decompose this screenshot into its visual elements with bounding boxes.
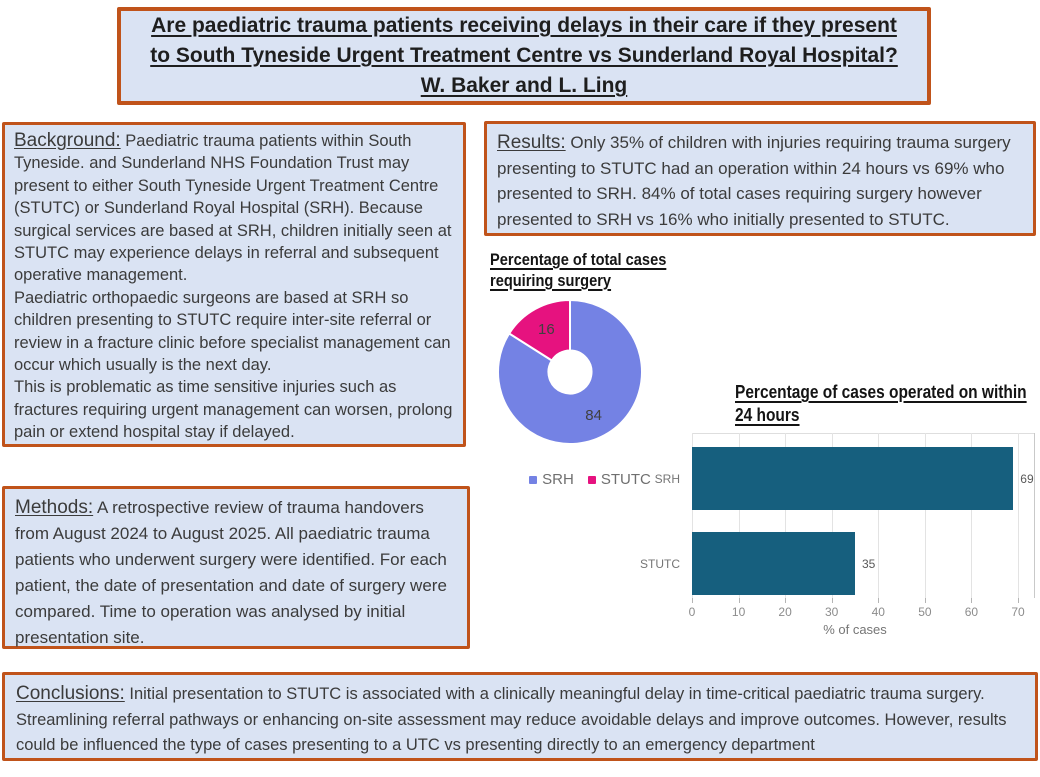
background-paragraph-2: Paediatric orthopaedic surgeons are base… (14, 288, 451, 375)
tick-mark-x-70 (1018, 598, 1019, 603)
title-box: Are paediatric trauma patients receiving… (117, 7, 931, 105)
methods-text: A retrospective review of trauma handove… (15, 498, 447, 647)
legend-item-stutc: STUTC (587, 471, 651, 488)
background-paragraph-1: Paediatric trauma patients within South … (14, 132, 452, 285)
value-label-srh: 69 (1020, 472, 1034, 486)
value-label-stutc: 35 (862, 557, 876, 571)
donut-chart: 84 16 (497, 298, 643, 445)
x-tick-label-30: 30 (825, 605, 839, 619)
gridline-x-40 (878, 433, 880, 598)
tick-mark-x-0 (692, 598, 693, 603)
bar-stutc (692, 532, 855, 595)
x-tick-label-70: 70 (1011, 605, 1025, 619)
x-axis-label: % of cases (823, 622, 887, 637)
results-text: Only 35% of children with injuries requi… (497, 133, 1011, 229)
results-label: Results: (497, 132, 566, 153)
bar-chart-title-line-1: Percentage of cases operated on within (735, 382, 1027, 402)
x-tick-label-20: 20 (778, 605, 792, 619)
pie-chart-title-line-1: Percentage of total cases (490, 250, 667, 269)
bar-chart-title-line-2: 24 hours (735, 405, 800, 425)
gridline-x-0 (692, 433, 693, 598)
background-text-1: Background: Paediatric trauma patients w… (14, 130, 454, 287)
pie-chart-title-line-2: requiring surgery (490, 271, 612, 290)
poster-title-line-1: Are paediatric trauma patients receiving… (151, 14, 897, 37)
legend-swatch-srh (529, 475, 538, 484)
gridline-x-20 (785, 433, 787, 598)
conclusions-box: Conclusions: Initial presentation to STU… (2, 672, 1038, 761)
x-tick-label-60: 60 (964, 605, 979, 619)
background-box: Background: Paediatric trauma patients w… (2, 122, 466, 447)
tick-mark-x-50 (924, 598, 926, 603)
conclusions-text-wrap: Conclusions: Initial presentation to STU… (16, 681, 1024, 759)
gridline-x-60 (971, 433, 973, 598)
donut-slice-stutc (507, 298, 571, 362)
tick-mark-x-20 (785, 598, 787, 603)
plot-right-border (1034, 433, 1035, 598)
x-tick-label-40: 40 (871, 605, 885, 619)
gridline-x-50 (924, 433, 926, 598)
conclusions-text: Initial presentation to STUTC is associa… (16, 685, 1007, 754)
pie-legend: SRH STUTC (490, 471, 690, 488)
plot-top-border (692, 433, 1034, 434)
category-label-srh: SRH (654, 472, 680, 486)
methods-label: Methods: (15, 497, 94, 518)
x-tick-label-10: 10 (731, 605, 746, 619)
background-paragraph-3: This is problematic as time sensitive in… (14, 378, 453, 442)
results-box: Results: Only 35% of children with injur… (484, 121, 1036, 236)
methods-box: Methods: A retrospective review of traum… (2, 486, 470, 649)
category-label-stutc: STUTC (640, 557, 680, 571)
x-tick-label-50: 50 (918, 605, 932, 619)
background-label: Background: (14, 130, 121, 151)
gridline-x-30 (831, 433, 833, 598)
donut-slice-srh (497, 298, 643, 445)
bar-srh (692, 447, 1014, 510)
donut-value-label-srh: 84 (585, 407, 602, 424)
tick-mark-x-60 (971, 598, 973, 603)
results-text-wrap: Results: Only 35% of children with injur… (497, 130, 1023, 232)
poster-title-line-2: to South Tyneside Urgent Treatment Centr… (150, 44, 898, 67)
legend-item-srh: SRH (529, 471, 574, 488)
methods-text-wrap: Methods: A retrospective review of traum… (15, 495, 457, 651)
legend-label-stutc: STUTC (600, 471, 651, 488)
tick-mark-x-10 (738, 598, 740, 603)
poster-authors: W. Baker and L. Ling (420, 74, 628, 97)
conclusions-label: Conclusions: (16, 683, 125, 704)
legend-swatch-stutc (587, 475, 596, 484)
pie-chart-title: Percentage of total cases requiring surg… (490, 249, 666, 291)
donut-value-label-stutc: 16 (538, 321, 555, 338)
bar-chart-title: Percentage of cases operated on within 2… (735, 381, 1027, 427)
legend-label-srh: SRH (542, 471, 574, 488)
gridline-x-70 (1018, 433, 1019, 598)
x-tick-label-0: 0 (688, 605, 696, 619)
tick-mark-x-40 (878, 598, 880, 603)
tick-mark-x-30 (831, 598, 833, 603)
gridline-x-10 (738, 433, 740, 598)
